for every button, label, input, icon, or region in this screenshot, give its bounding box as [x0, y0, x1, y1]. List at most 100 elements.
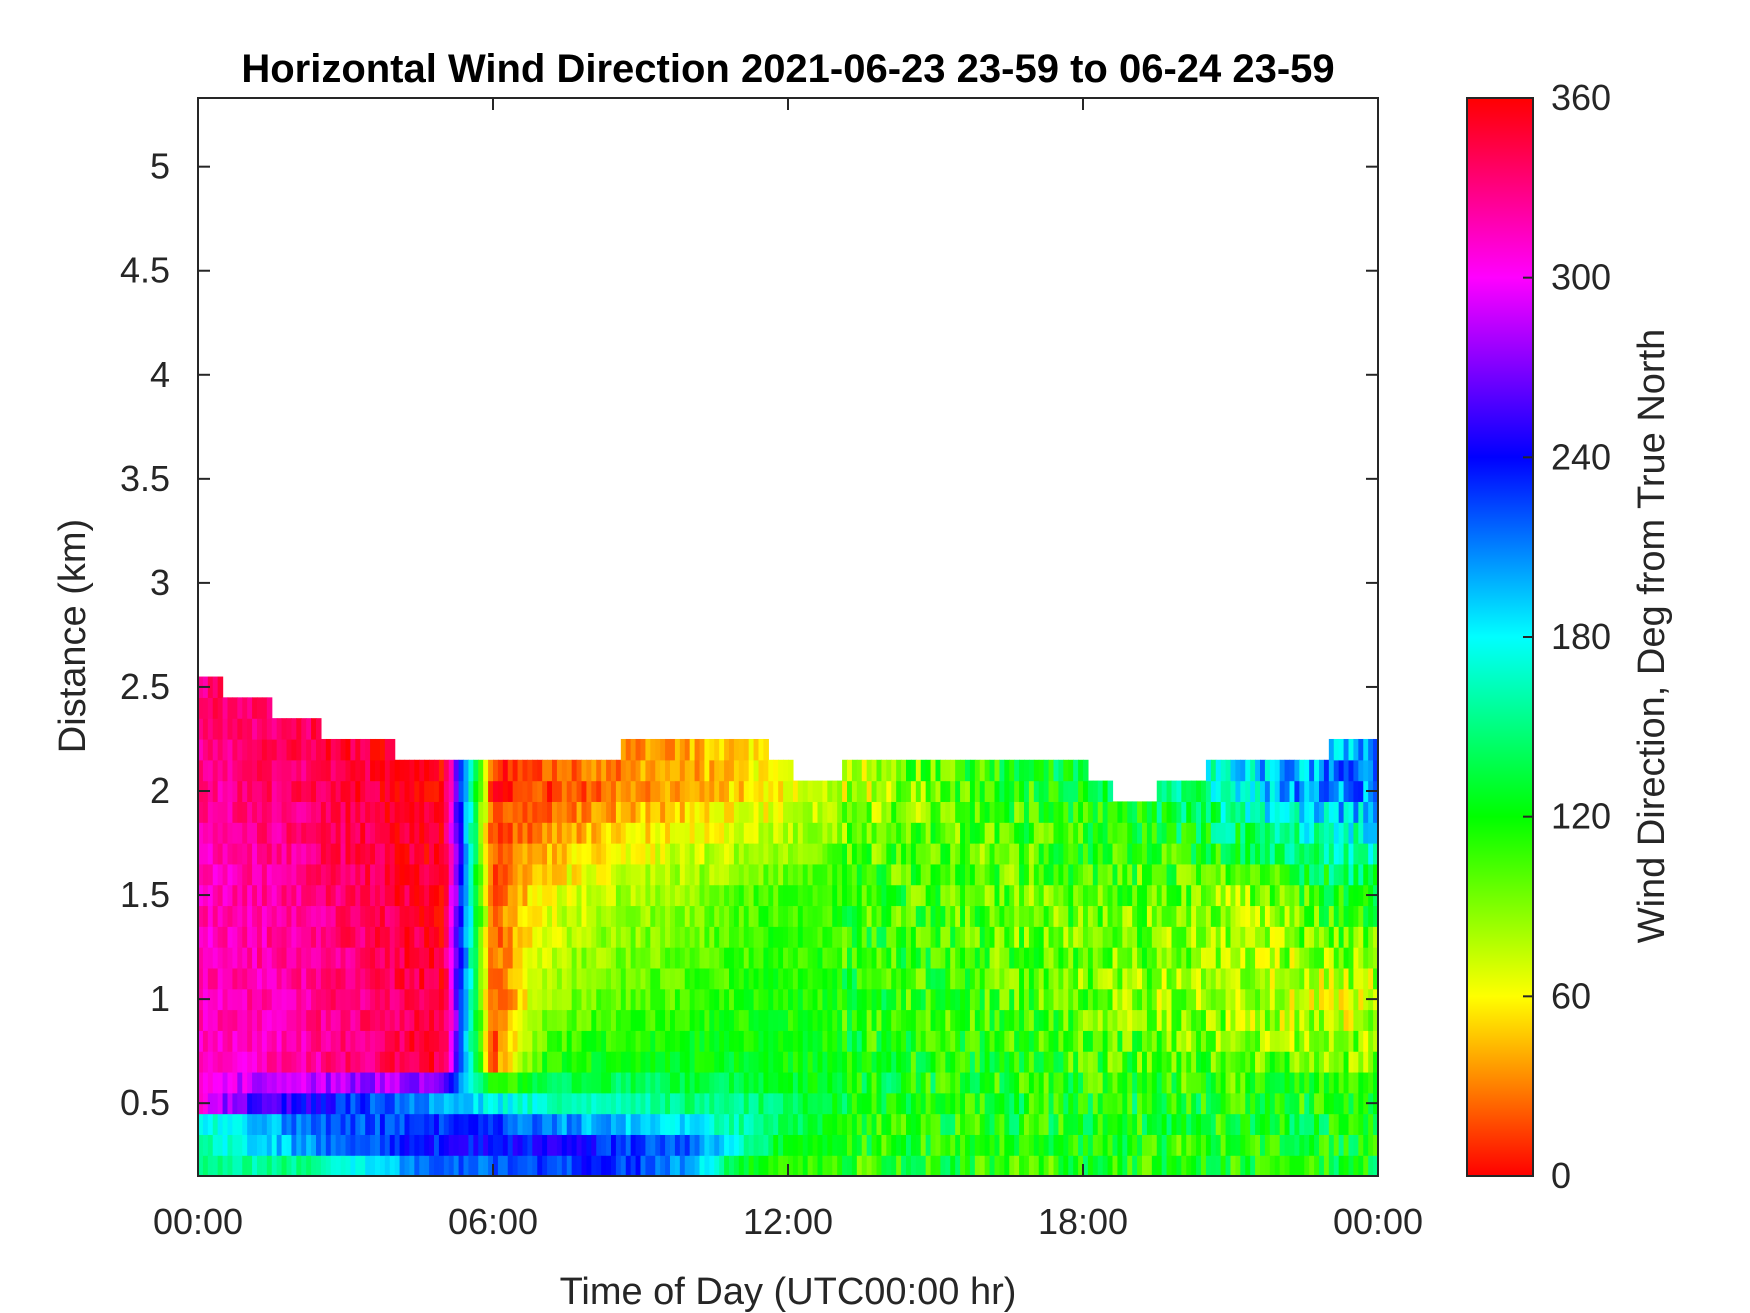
heatmap-cell	[1151, 967, 1158, 990]
heatmap-cell	[320, 1009, 327, 1031]
heatmap-cell	[866, 905, 873, 927]
heatmap-cell	[424, 1009, 430, 1031]
heatmap-cell	[679, 1051, 686, 1073]
heatmap-cell	[930, 905, 937, 927]
heatmap-cell	[1235, 759, 1241, 782]
heatmap-cell	[1314, 1113, 1320, 1135]
heatmap-cell	[1171, 1071, 1178, 1094]
heatmap-cell	[847, 926, 853, 948]
heatmap-cell	[257, 1134, 263, 1156]
heatmap-cell	[670, 926, 676, 948]
heatmap-cell	[724, 1051, 730, 1073]
heatmap-cell	[630, 884, 637, 907]
heatmap-cell	[409, 822, 415, 844]
heatmap-cell	[325, 926, 332, 948]
heatmap-cell	[674, 1113, 681, 1135]
heatmap-cell	[871, 1051, 878, 1073]
heatmap-cell	[655, 822, 661, 844]
heatmap-cell	[320, 843, 327, 865]
heatmap-cell	[434, 1134, 440, 1156]
heatmap-cell	[330, 780, 337, 802]
heatmap-cell	[207, 967, 214, 990]
heatmap-cell	[920, 863, 927, 886]
heatmap-cell	[851, 988, 858, 1011]
heatmap-cell	[306, 1051, 312, 1073]
heatmap-cell	[424, 905, 430, 927]
heatmap-cell	[542, 1092, 548, 1115]
heatmap-cell	[615, 759, 622, 782]
heatmap-cell	[1319, 905, 1325, 927]
heatmap-cell	[1028, 863, 1035, 886]
heatmap-cell	[1363, 822, 1369, 844]
heatmap-cell	[276, 1009, 283, 1031]
heatmap-cell	[325, 905, 332, 927]
heatmap-cell	[611, 947, 617, 969]
heatmap-cell	[925, 822, 932, 844]
heatmap-cell	[1004, 1155, 1010, 1176]
heatmap-cell	[1353, 759, 1359, 782]
heatmap-cell	[247, 905, 253, 927]
heatmap-cell	[502, 905, 509, 927]
heatmap-cell	[429, 1030, 435, 1052]
heatmap-cell	[989, 947, 996, 969]
heatmap-cell	[1122, 1155, 1128, 1176]
heatmap-cell	[1230, 967, 1237, 990]
heatmap-cell	[1358, 759, 1364, 782]
heatmap-cell	[488, 822, 494, 844]
heatmap-cell	[920, 822, 927, 844]
heatmap-cell	[733, 1030, 740, 1052]
heatmap-cell	[1274, 801, 1281, 823]
heatmap-cell	[1102, 1071, 1109, 1094]
y-axis-ticks: 0.511.522.533.544.55	[120, 146, 1378, 1123]
heatmap-cell	[1255, 947, 1261, 969]
heatmap-cell	[674, 905, 681, 927]
heatmap-cell	[1215, 863, 1222, 886]
heatmap-cell	[360, 905, 366, 927]
heatmap-cell	[901, 1155, 907, 1176]
heatmap-cell	[679, 1009, 686, 1031]
heatmap-cell	[1368, 863, 1374, 886]
heatmap-cell	[704, 884, 710, 907]
heatmap-cell	[394, 843, 401, 865]
heatmap-cell	[222, 1155, 229, 1176]
heatmap-cell	[463, 988, 470, 1011]
heatmap-cell	[424, 822, 430, 844]
heatmap-cell	[458, 822, 465, 844]
heatmap-cell	[434, 863, 440, 886]
heatmap-cell	[1319, 1134, 1325, 1156]
heatmap-cell	[335, 1051, 342, 1073]
heatmap-cell	[1048, 947, 1055, 969]
heatmap-cell	[611, 863, 617, 886]
heatmap-cell	[861, 780, 868, 802]
heatmap-cell	[1201, 843, 1207, 865]
heatmap-cell	[291, 1092, 297, 1115]
heatmap-cell	[1269, 822, 1276, 844]
heatmap-cell	[1299, 1071, 1305, 1094]
heatmap-cell	[473, 988, 479, 1011]
heatmap-cell	[252, 863, 258, 886]
heatmap-cell	[684, 1071, 691, 1094]
heatmap-cell	[940, 1155, 946, 1176]
heatmap-cell	[266, 1113, 273, 1135]
heatmap-cell	[547, 926, 553, 948]
heatmap-cell	[1058, 988, 1064, 1011]
heatmap-cell	[291, 1051, 297, 1073]
heatmap-cell	[1107, 884, 1114, 907]
heatmap-cell	[1328, 843, 1335, 865]
heatmap-cell	[1201, 801, 1207, 823]
heatmap-cell	[773, 1092, 779, 1115]
heatmap-cell	[1092, 988, 1099, 1011]
heatmap-cell	[1333, 1113, 1340, 1135]
heatmap-cell	[866, 822, 873, 844]
heatmap-cell	[379, 926, 386, 948]
heatmap-cell	[694, 967, 701, 990]
heatmap-cell	[778, 1051, 784, 1073]
heatmap-cell	[1304, 926, 1310, 948]
heatmap-cell	[689, 780, 696, 802]
heatmap-cell	[252, 884, 258, 907]
heatmap-cell	[635, 988, 642, 1011]
heatmap-cell	[591, 1009, 597, 1031]
heatmap-cell	[945, 759, 951, 782]
heatmap-cell	[709, 843, 715, 865]
heatmap-cell	[271, 905, 278, 927]
